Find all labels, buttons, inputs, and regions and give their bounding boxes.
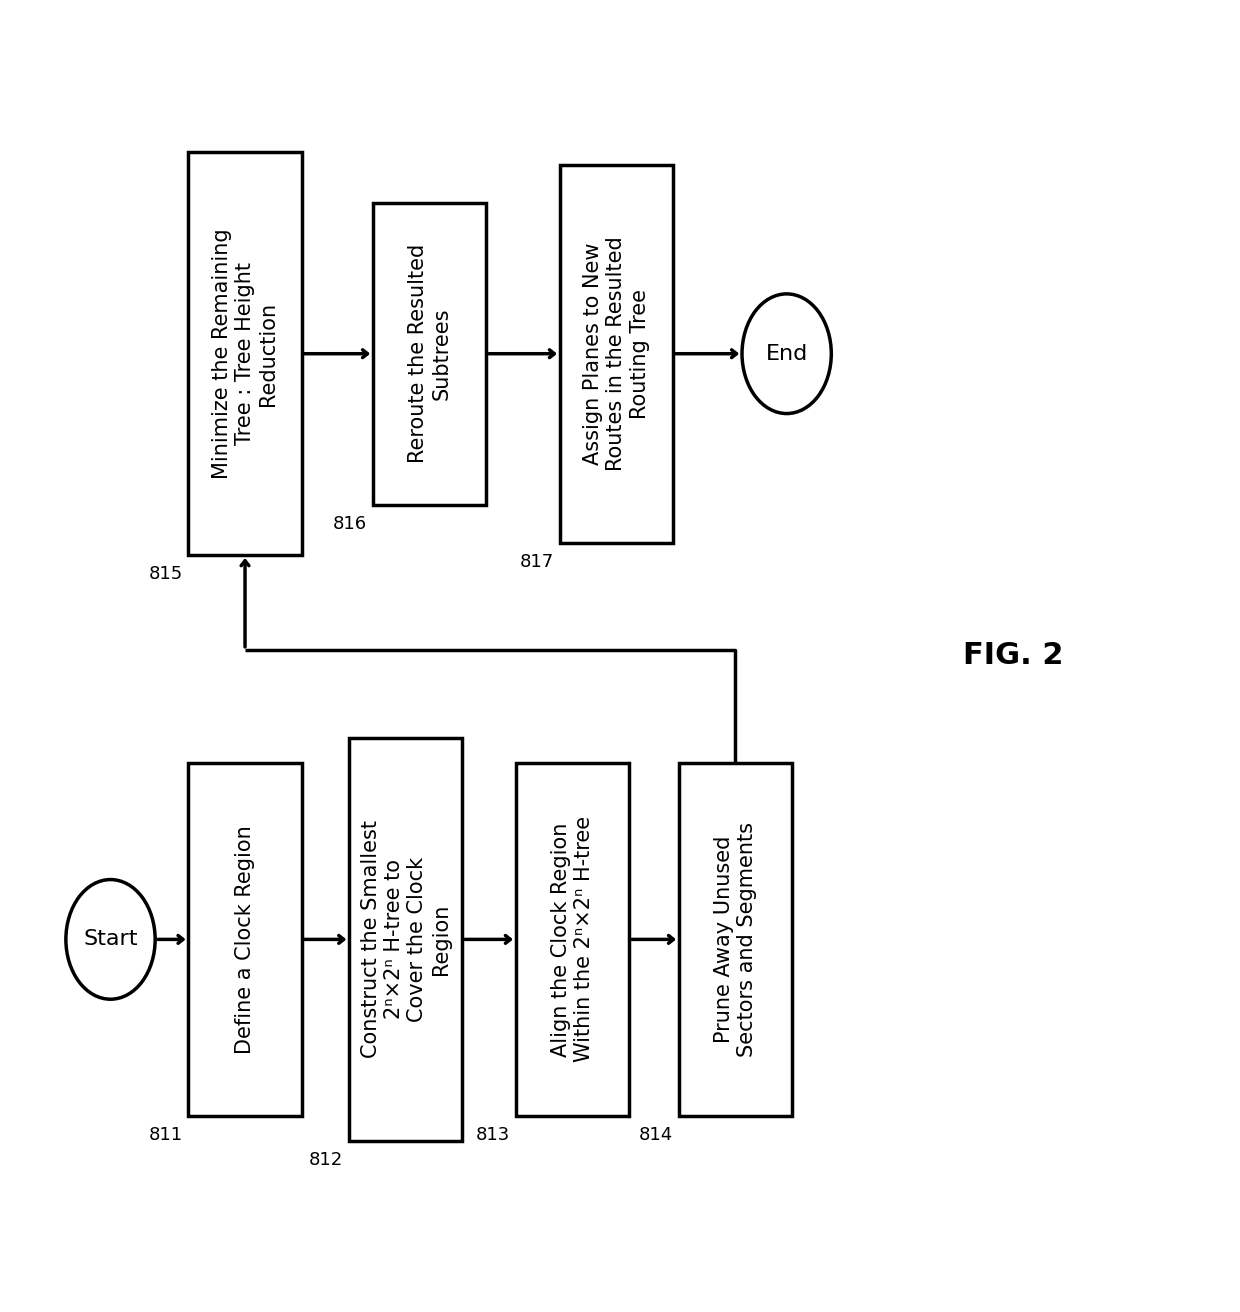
FancyBboxPatch shape — [373, 202, 486, 505]
Text: Start: Start — [83, 929, 138, 950]
FancyBboxPatch shape — [680, 764, 792, 1115]
Text: Define a Clock Region: Define a Clock Region — [236, 825, 255, 1054]
Text: Minimize the Remaining
Tree : Tree Height
Reduction: Minimize the Remaining Tree : Tree Heigh… — [212, 228, 278, 479]
Ellipse shape — [742, 294, 831, 413]
FancyBboxPatch shape — [188, 152, 301, 555]
FancyBboxPatch shape — [188, 764, 301, 1115]
Text: Construct the Smallest
2ⁿ×2ⁿ H-tree to
Cover the Clock
Region: Construct the Smallest 2ⁿ×2ⁿ H-tree to C… — [361, 820, 450, 1059]
Text: FIG. 2: FIG. 2 — [962, 642, 1063, 670]
Text: Assign Planes to New
Routes in the Resulted
Routing Tree: Assign Planes to New Routes in the Resul… — [583, 236, 650, 471]
Text: 815: 815 — [149, 565, 182, 584]
Text: 816: 816 — [332, 514, 367, 533]
Text: 813: 813 — [476, 1126, 510, 1144]
Text: Reroute the Resulted
Subtrees: Reroute the Resulted Subtrees — [408, 244, 451, 463]
Text: Prune Away Unused
Sectors and Segments: Prune Away Unused Sectors and Segments — [714, 821, 758, 1057]
Text: End: End — [765, 344, 807, 363]
FancyBboxPatch shape — [560, 165, 673, 543]
Text: 811: 811 — [149, 1126, 182, 1144]
Text: Align the Clock Region
Within the 2ⁿ×2ⁿ H-tree: Align the Clock Region Within the 2ⁿ×2ⁿ … — [551, 816, 594, 1063]
Text: 817: 817 — [520, 552, 554, 571]
FancyBboxPatch shape — [516, 764, 629, 1115]
Text: 814: 814 — [639, 1126, 673, 1144]
Text: 812: 812 — [309, 1151, 343, 1169]
FancyBboxPatch shape — [350, 737, 463, 1141]
Ellipse shape — [66, 879, 155, 1000]
